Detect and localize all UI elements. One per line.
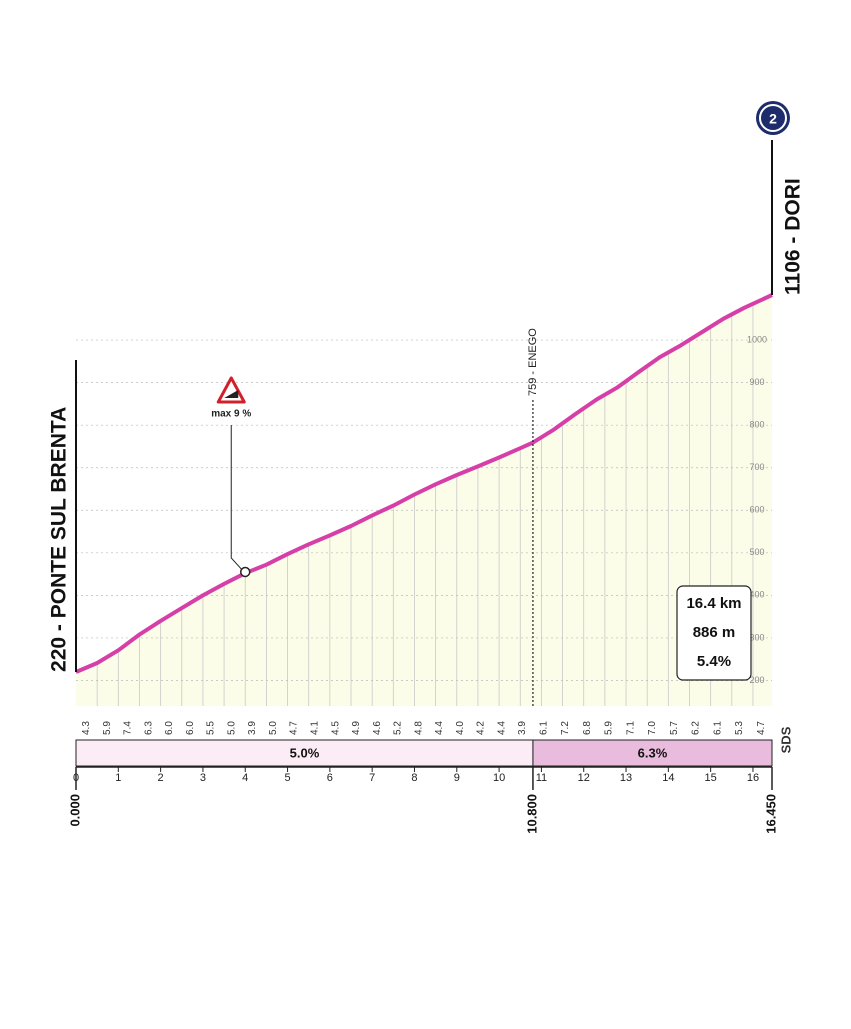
waypoint-label: 759 - ENEGO [527, 328, 539, 396]
x-tick-label: 5 [284, 772, 290, 784]
y-tick-label: 200 [749, 675, 764, 685]
x-tick-label: 13 [620, 772, 632, 784]
segment-gradient: 7.0 [647, 721, 658, 735]
max-gradient-point [239, 566, 251, 578]
y-tick-label: 700 [749, 462, 764, 472]
x-tick-label: 9 [454, 772, 460, 784]
badge-ring [759, 104, 787, 132]
x-tick-label: 1 [115, 772, 121, 784]
profile-area [76, 295, 772, 706]
segment-gradient: 4.6 [372, 721, 383, 735]
segment-gradient: 6.0 [164, 721, 175, 735]
segment-gradient: 3.9 [517, 721, 528, 735]
segment-gradient: 3.9 [247, 721, 258, 735]
warning-triangle [216, 376, 246, 404]
x-tick-label: 10 [493, 772, 505, 784]
segment-gradient: 4.0 [455, 721, 466, 735]
segment-gradient: 4.7 [289, 721, 300, 735]
x-tick-label: 4 [242, 772, 248, 784]
segment-gradient: 6.1 [712, 721, 723, 735]
segment-gradient: 5.0 [226, 721, 237, 735]
y-tick-label: 900 [749, 377, 764, 387]
category-badge: 2 [756, 101, 790, 135]
profile-line [75, 293, 773, 674]
segment-gradient: 5.5 [206, 721, 217, 735]
sector-bar [532, 739, 773, 767]
segment-gradient: 6.3 [143, 721, 154, 735]
segment-gradient: 4.1 [309, 721, 320, 735]
y-tick-label: 1000 [747, 334, 767, 344]
y-tick-label: 600 [749, 505, 764, 515]
x-tick-label: 7 [369, 772, 375, 784]
segment-gradient: 4.7 [756, 721, 767, 735]
x-tick-label: 14 [662, 772, 674, 784]
warning-icon [224, 390, 239, 398]
sector-label: 6.3% [638, 745, 668, 760]
segment-gradient: 4.9 [351, 721, 362, 735]
segment-gradient: 4.8 [413, 721, 424, 735]
sector-label: 5.0% [290, 745, 320, 760]
max-gradient-leader [230, 425, 242, 570]
x-tick-label: 2 [158, 772, 164, 784]
gradient-row [76, 706, 772, 738]
segment-gradient: 4.4 [496, 721, 507, 735]
x-tick-label: 3 [200, 772, 206, 784]
distance-mark-label: 10.800 [524, 794, 539, 834]
segment-gradient: 5.0 [268, 721, 279, 735]
summary-box [676, 585, 752, 681]
y-tick-label: 500 [749, 547, 764, 557]
segment-gradient: 6.1 [538, 721, 549, 735]
distance-mark-label: 16.450 [763, 794, 778, 834]
segment-gradient: 4.2 [476, 721, 487, 735]
segment-gradient: 5.3 [734, 721, 745, 735]
start-label: 220 - PONTE SUL BRENTA [48, 407, 71, 672]
segment-gradient: 5.7 [669, 721, 680, 735]
segment-gradient: 7.1 [625, 721, 636, 735]
summary-text: 886 m [693, 624, 736, 641]
segment-gradient: 6.2 [691, 721, 702, 735]
segment-gradient: 6.8 [582, 721, 593, 735]
badge-number: 2 [769, 111, 777, 127]
logo: SDS [778, 726, 793, 753]
x-tick-label: 8 [411, 772, 417, 784]
x-tick-label: 15 [705, 772, 717, 784]
finish-label: 1106 - DORI [782, 178, 805, 295]
x-tick-label: 16 [747, 772, 759, 784]
segment-gradient: 5.9 [102, 721, 113, 735]
max-gradient-label: max 9 % [211, 409, 251, 420]
segment-gradient: 7.4 [123, 721, 134, 735]
segment-gradient: 4.4 [434, 721, 445, 735]
segment-gradient: 5.2 [393, 721, 404, 735]
y-tick-label: 400 [749, 590, 764, 600]
segment-gradient: 5.9 [604, 721, 615, 735]
x-tick-label: 6 [327, 772, 333, 784]
segment-gradient: 6.0 [185, 721, 196, 735]
distance-mark-label: 0.000 [67, 794, 82, 827]
y-tick-label: 800 [749, 420, 764, 430]
summary-text: 16.4 km [686, 595, 741, 612]
segment-gradient: 7.2 [560, 721, 571, 735]
sector-bar [75, 739, 534, 767]
segment-gradient: 4.3 [81, 721, 92, 735]
x-tick-label: 12 [578, 772, 590, 784]
summary-text: 5.4% [697, 653, 731, 670]
x-tick-label: 11 [536, 772, 547, 784]
y-tick-label: 300 [749, 632, 764, 642]
segment-gradient: 4.5 [330, 721, 341, 735]
